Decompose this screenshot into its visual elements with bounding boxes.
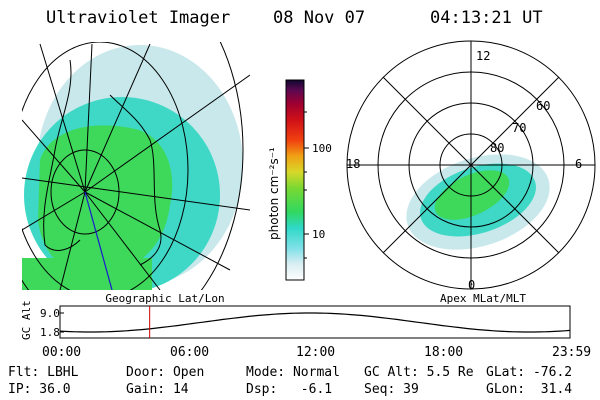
status-mode: Mode: Normal [246,365,340,380]
altitude-plot [59,305,571,339]
time-tick-2359: 23:59 [552,345,592,360]
left-map-caption: Geographic Lat/Lon [105,292,224,305]
instrument-title: Ultraviolet Imager [46,8,231,28]
lat-label-80: 80 [490,141,504,155]
status-dsp: Dsp: -6.1 [246,382,333,397]
colorbar-ticks [304,111,309,259]
aurora-green-region [38,125,173,276]
status-ip: IP: 36.0 [8,382,71,397]
mlt-label-18: 18 [346,157,360,171]
altitude-ytick-min: 1.8 [40,326,60,339]
altitude-ytick-max: 9.0 [40,307,60,320]
mlt-label-12: 12 [476,49,490,63]
status-glat: GLat: -76.2 [486,365,573,380]
colorbar-unit-label: photon cm⁻²s⁻¹ [267,147,281,240]
lat-label-70: 70 [512,121,526,135]
meridian-line [84,191,113,290]
colorbar [285,79,305,281]
time-tick-1800: 18:00 [424,345,464,360]
lat-label-60: 60 [536,99,550,113]
mlt-label-6: 6 [575,157,582,171]
status-gain: Gain: 14 [126,382,189,397]
altitude-plot-frame [59,305,571,339]
geographic-map [22,42,250,290]
time-tick-0000: 00:00 [42,345,82,360]
time-tick-1200: 12:00 [296,345,336,360]
colorbar-tick-100: 100 [312,142,332,155]
status-seq: Seq: 39 [364,382,419,397]
status-gc-alt: GC Alt: 5.5 Re [364,365,474,380]
date-label: 08 Nov 07 [273,8,366,28]
time-tick-0600: 06:00 [170,345,210,360]
coastline [43,59,162,266]
time-label: 04:13:21 UT [430,8,543,28]
altitude-ylabel: GC Alt [20,300,33,340]
apex-polar-map [346,40,596,290]
status-filter: Flt: LBHL [8,365,79,380]
status-glon: GLon: 31.4 [486,382,573,397]
altitude-curve [59,312,571,333]
colorbar-tick-10: 10 [312,228,325,241]
mlt-label-0: 0 [468,278,475,292]
status-door: Door: Open [126,365,205,380]
right-map-caption: Apex MLat/MLT [440,292,526,305]
